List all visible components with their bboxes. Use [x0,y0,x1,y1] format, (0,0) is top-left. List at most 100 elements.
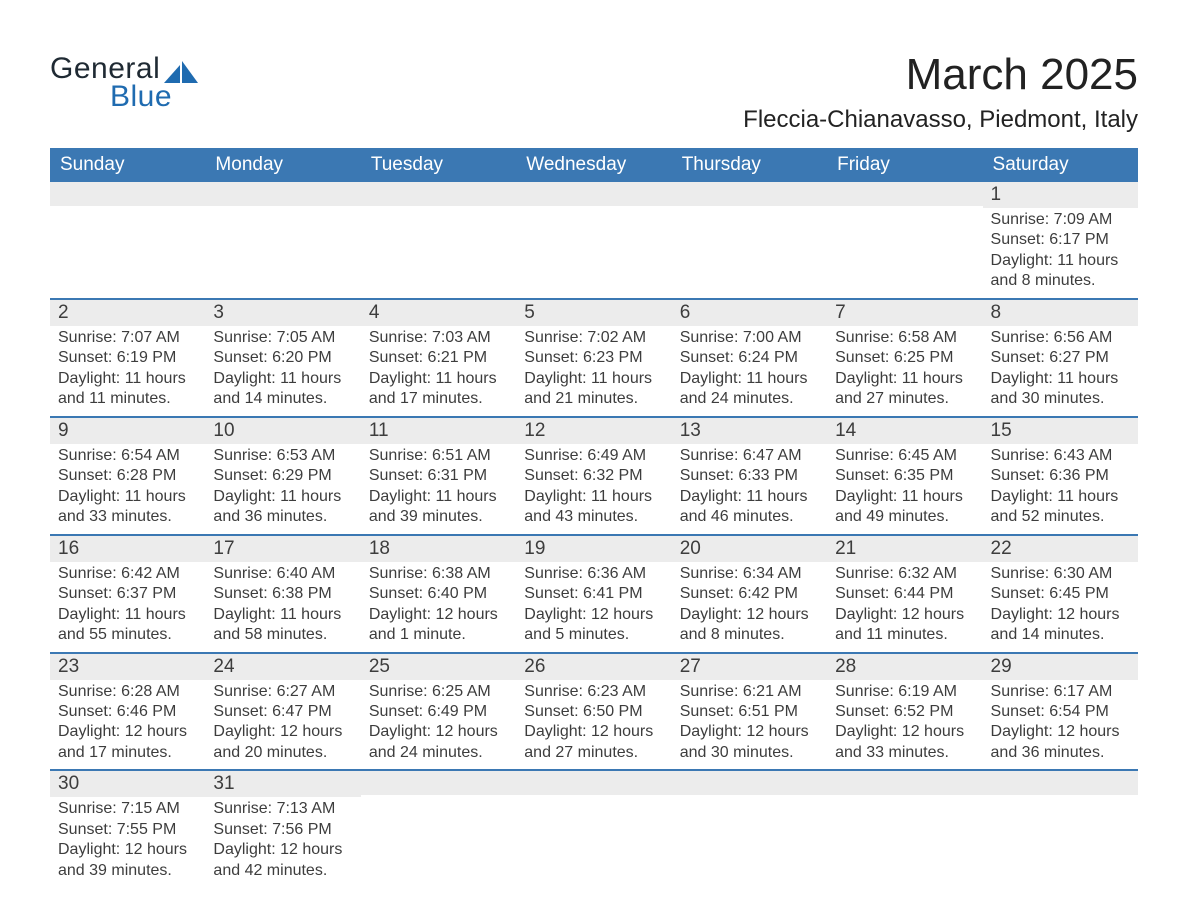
day-body [827,795,982,803]
sunset-text: Sunset: 6:21 PM [369,348,508,368]
day-number: 14 [827,418,982,444]
sunrise-text: Sunrise: 7:15 AM [58,799,197,819]
daylight-text: Daylight: 11 hours and 33 minutes. [58,487,197,528]
day-cell [50,182,205,299]
sunset-text: Sunset: 7:56 PM [213,820,352,840]
day-body: Sunrise: 6:17 AMSunset: 6:54 PMDaylight:… [983,680,1138,770]
sunset-text: Sunset: 6:31 PM [369,466,508,486]
day-number: 30 [50,771,205,797]
day-number: 11 [361,418,516,444]
day-number: 18 [361,536,516,562]
daylight-text: Daylight: 11 hours and 27 minutes. [835,369,974,410]
day-cell [672,770,827,887]
sunset-text: Sunset: 6:38 PM [213,584,352,604]
day-body: Sunrise: 6:38 AMSunset: 6:40 PMDaylight:… [361,562,516,652]
day-cell: 18Sunrise: 6:38 AMSunset: 6:40 PMDayligh… [361,535,516,653]
sunset-text: Sunset: 6:20 PM [213,348,352,368]
day-cell: 10Sunrise: 6:53 AMSunset: 6:29 PMDayligh… [205,417,360,535]
day-body: Sunrise: 6:36 AMSunset: 6:41 PMDaylight:… [516,562,671,652]
day-body [827,206,982,214]
sunset-text: Sunset: 6:42 PM [680,584,819,604]
daylight-text: Daylight: 11 hours and 39 minutes. [369,487,508,528]
sunrise-text: Sunrise: 6:51 AM [369,446,508,466]
sunset-text: Sunset: 6:47 PM [213,702,352,722]
day-cell: 11Sunrise: 6:51 AMSunset: 6:31 PMDayligh… [361,417,516,535]
sunrise-text: Sunrise: 6:42 AM [58,564,197,584]
sunrise-text: Sunrise: 6:56 AM [991,328,1130,348]
sunrise-text: Sunrise: 7:02 AM [524,328,663,348]
page-header: General Blue March 2025 Fleccia-Chianava… [50,32,1138,148]
day-body [672,206,827,214]
day-cell: 22Sunrise: 6:30 AMSunset: 6:45 PMDayligh… [983,535,1138,653]
day-cell: 21Sunrise: 6:32 AMSunset: 6:44 PMDayligh… [827,535,982,653]
day-number [516,771,671,795]
daylight-text: Daylight: 12 hours and 42 minutes. [213,840,352,881]
sunrise-text: Sunrise: 6:36 AM [524,564,663,584]
sunset-text: Sunset: 6:29 PM [213,466,352,486]
sunrise-text: Sunrise: 6:49 AM [524,446,663,466]
day-body [516,206,671,214]
day-body: Sunrise: 6:54 AMSunset: 6:28 PMDaylight:… [50,444,205,534]
day-number: 20 [672,536,827,562]
day-cell: 5Sunrise: 7:02 AMSunset: 6:23 PMDaylight… [516,299,671,417]
day-number: 26 [516,654,671,680]
day-number: 17 [205,536,360,562]
day-cell: 16Sunrise: 6:42 AMSunset: 6:37 PMDayligh… [50,535,205,653]
sunrise-text: Sunrise: 6:32 AM [835,564,974,584]
daylight-text: Daylight: 12 hours and 27 minutes. [524,722,663,763]
daylight-text: Daylight: 11 hours and 14 minutes. [213,369,352,410]
day-cell: 15Sunrise: 6:43 AMSunset: 6:36 PMDayligh… [983,417,1138,535]
sunset-text: Sunset: 6:51 PM [680,702,819,722]
day-body: Sunrise: 6:47 AMSunset: 6:33 PMDaylight:… [672,444,827,534]
daylight-text: Daylight: 11 hours and 49 minutes. [835,487,974,528]
daylight-text: Daylight: 11 hours and 30 minutes. [991,369,1130,410]
daylight-text: Daylight: 11 hours and 52 minutes. [991,487,1130,528]
weekday-header: Monday [205,148,360,182]
day-number: 21 [827,536,982,562]
day-number: 31 [205,771,360,797]
sunset-text: Sunset: 6:19 PM [58,348,197,368]
day-body: Sunrise: 6:27 AMSunset: 6:47 PMDaylight:… [205,680,360,770]
sunrise-text: Sunrise: 7:13 AM [213,799,352,819]
sunrise-text: Sunrise: 6:47 AM [680,446,819,466]
day-body: Sunrise: 6:42 AMSunset: 6:37 PMDaylight:… [50,562,205,652]
sunset-text: Sunset: 6:44 PM [835,584,974,604]
day-body: Sunrise: 6:30 AMSunset: 6:45 PMDaylight:… [983,562,1138,652]
day-cell: 2Sunrise: 7:07 AMSunset: 6:19 PMDaylight… [50,299,205,417]
day-number: 12 [516,418,671,444]
sunset-text: Sunset: 6:35 PM [835,466,974,486]
day-body: Sunrise: 6:43 AMSunset: 6:36 PMDaylight:… [983,444,1138,534]
day-cell [827,182,982,299]
day-body: Sunrise: 6:58 AMSunset: 6:25 PMDaylight:… [827,326,982,416]
day-cell [672,182,827,299]
sunset-text: Sunset: 6:49 PM [369,702,508,722]
sunrise-text: Sunrise: 7:07 AM [58,328,197,348]
day-cell: 30Sunrise: 7:15 AMSunset: 7:55 PMDayligh… [50,770,205,887]
day-number: 22 [983,536,1138,562]
day-cell: 29Sunrise: 6:17 AMSunset: 6:54 PMDayligh… [983,653,1138,771]
day-body: Sunrise: 6:40 AMSunset: 6:38 PMDaylight:… [205,562,360,652]
sunrise-text: Sunrise: 6:38 AM [369,564,508,584]
day-body: Sunrise: 6:53 AMSunset: 6:29 PMDaylight:… [205,444,360,534]
day-cell [983,770,1138,887]
sunrise-text: Sunrise: 6:30 AM [991,564,1130,584]
day-body [361,795,516,803]
day-body: Sunrise: 6:25 AMSunset: 6:49 PMDaylight:… [361,680,516,770]
weekday-header: Wednesday [516,148,671,182]
sunset-text: Sunset: 6:27 PM [991,348,1130,368]
sunrise-text: Sunrise: 6:58 AM [835,328,974,348]
day-body [516,795,671,803]
daylight-text: Daylight: 11 hours and 43 minutes. [524,487,663,528]
sunrise-text: Sunrise: 6:34 AM [680,564,819,584]
sunrise-text: Sunrise: 6:43 AM [991,446,1130,466]
sunrise-text: Sunrise: 6:53 AM [213,446,352,466]
sunrise-text: Sunrise: 7:00 AM [680,328,819,348]
sunset-text: Sunset: 6:40 PM [369,584,508,604]
day-body: Sunrise: 7:15 AMSunset: 7:55 PMDaylight:… [50,797,205,887]
day-body: Sunrise: 6:32 AMSunset: 6:44 PMDaylight:… [827,562,982,652]
day-body: Sunrise: 6:49 AMSunset: 6:32 PMDaylight:… [516,444,671,534]
day-body [361,206,516,214]
day-number [827,771,982,795]
sunrise-text: Sunrise: 7:09 AM [991,210,1130,230]
day-body: Sunrise: 6:21 AMSunset: 6:51 PMDaylight:… [672,680,827,770]
